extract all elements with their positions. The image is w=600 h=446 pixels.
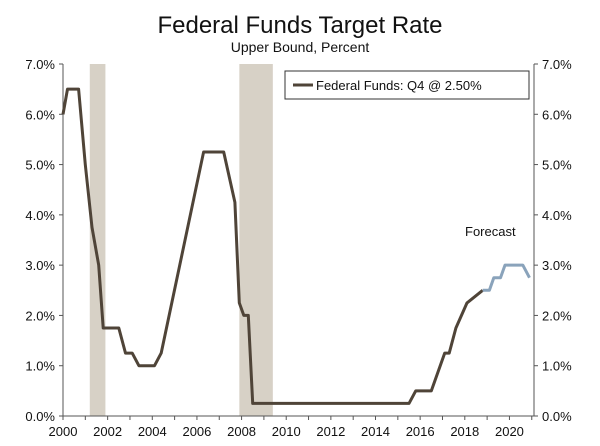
x-tick-label: 2000 xyxy=(49,424,78,439)
y-tick-label-right: 5.0% xyxy=(542,158,572,173)
x-tick-label: 2020 xyxy=(495,424,524,439)
x-tick-label: 2004 xyxy=(138,424,167,439)
axes: 0.0% 0.0% 1.0% 1.0% 2.0% 2.0% 3.0% 3.0% 4.0% 4.0%… xyxy=(25,57,572,439)
y-tick-label-left: 3.0% xyxy=(25,258,55,273)
legend-label: Federal Funds: Q4 @ 2.50% xyxy=(316,78,482,93)
y-tick-label-left: 2.0% xyxy=(25,308,55,323)
y-tick-label-right: 2.0% xyxy=(542,308,572,323)
y-tick-label-left: 1.0% xyxy=(25,359,55,374)
y-tick-label-right: 4.0% xyxy=(542,208,572,223)
x-tick-label: 2018 xyxy=(450,424,479,439)
x-tick-label: 2002 xyxy=(93,424,122,439)
recession-shading xyxy=(89,64,273,416)
series-line-actual xyxy=(61,87,484,405)
y-tick-label-left: 0.0% xyxy=(25,409,55,424)
y-tick-label-left: 7.0% xyxy=(25,57,55,72)
recession-band-2 xyxy=(239,64,273,416)
x-tick-label: 2010 xyxy=(272,424,301,439)
y-tick-label-right: 0.0% xyxy=(542,409,572,424)
recession-band-1 xyxy=(89,64,106,416)
series-lines xyxy=(61,87,531,405)
forecast-annotation: Forecast xyxy=(465,224,516,239)
x-tick-label: 2006 xyxy=(182,424,211,439)
x-tick-label: 2012 xyxy=(316,424,345,439)
y-tick-label-right: 7.0% xyxy=(542,57,572,72)
x-tick-label: 2016 xyxy=(406,424,435,439)
y-tick-label-right: 3.0% xyxy=(542,258,572,273)
y-tick-label-left: 5.0% xyxy=(25,158,55,173)
chart-title: Federal Funds Target Rate xyxy=(157,12,442,39)
y-tick-label-left: 4.0% xyxy=(25,208,55,223)
series-line-forecast xyxy=(482,263,531,292)
y-tick-label-right: 6.0% xyxy=(542,107,572,122)
y-tick-label-left: 6.0% xyxy=(25,107,55,122)
x-tick-label: 2014 xyxy=(361,424,390,439)
y-tick-label-right: 1.0% xyxy=(542,359,572,374)
chart-subtitle: Upper Bound, Percent xyxy=(231,39,370,55)
legend: Federal Funds: Q4 @ 2.50% xyxy=(284,70,530,100)
x-tick-label: 2008 xyxy=(227,424,256,439)
legend-box xyxy=(284,70,530,100)
